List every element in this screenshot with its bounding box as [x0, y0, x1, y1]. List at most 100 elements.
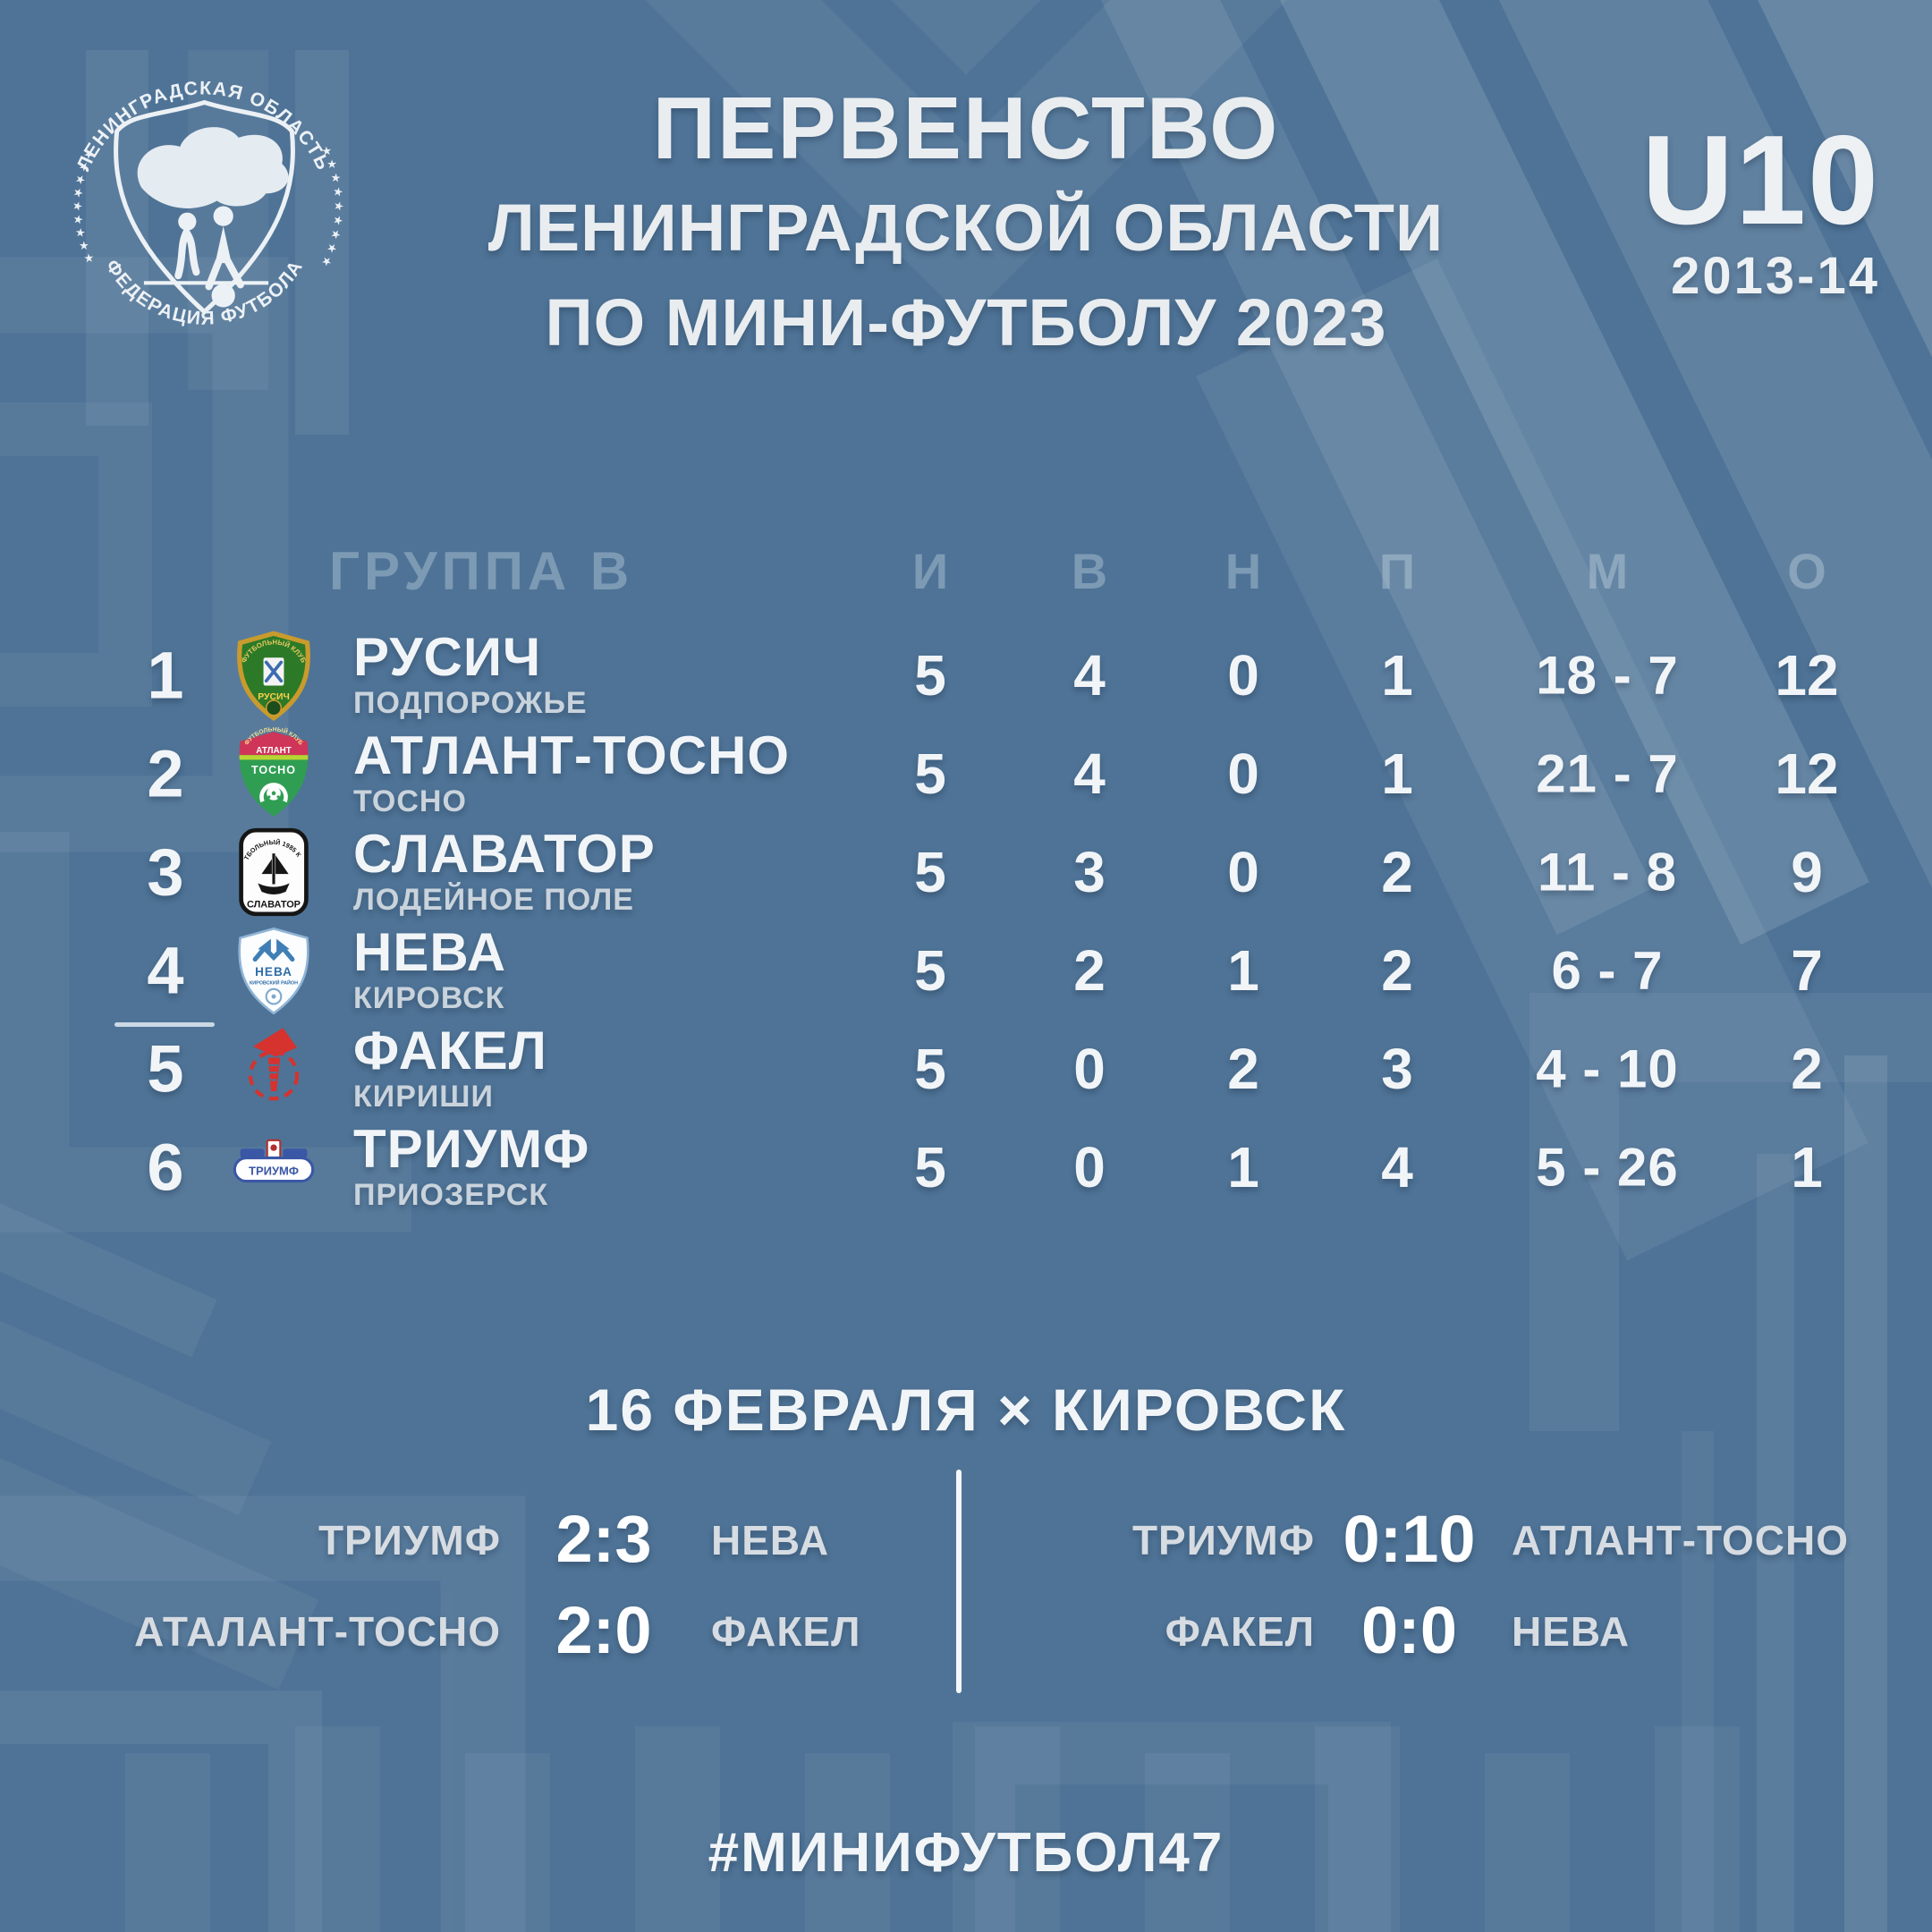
stat-wins: 0: [1073, 1037, 1106, 1101]
slavator-crest-icon: ФУТБОЛЬНЫЙ 1985 КЛУБ СЛАВАТОР: [227, 826, 309, 917]
result-score: 0:10: [1343, 1502, 1476, 1576]
stat-draws: 1: [1227, 938, 1259, 1003]
rusich-crest-icon: ФУТБОЛЬНЫЙ КЛУБ РУСИЧ: [237, 631, 310, 722]
col-header-points: О: [1787, 543, 1826, 599]
stat-points: 2: [1791, 1037, 1823, 1101]
stat-losses: 1: [1381, 741, 1413, 806]
stat-losses: 1: [1381, 643, 1413, 708]
region-map-shape: [137, 127, 289, 208]
stat-wins: 2: [1073, 938, 1106, 1003]
crest-top-label: АТЛАНТ: [256, 746, 292, 756]
team-city: ЛОДЕЙНОЕ ПОЛЕ: [353, 883, 634, 917]
result-home-team: ТРИУМФ: [1131, 1517, 1315, 1563]
result-away-team: НЕВА: [1512, 1608, 1631, 1655]
stat-wins: 3: [1073, 840, 1106, 904]
stat-points: 12: [1775, 741, 1839, 806]
stat-points: 9: [1791, 840, 1823, 904]
col-header-games: И: [911, 543, 949, 599]
crest-label: НЕВА: [255, 965, 292, 979]
stat-goals: 4 - 10: [1536, 1038, 1679, 1099]
stat-points: 12: [1775, 643, 1839, 708]
age-group-block: U10 2013-14: [1451, 114, 1880, 306]
result-away-team: АТЛАНТ-ТОСНО: [1512, 1517, 1849, 1563]
fakel-crest-icon: [248, 1028, 300, 1101]
stat-goals: 11 - 8: [1537, 842, 1678, 902]
neva-crest-icon: НЕВА КИРОВСКИЙ РАЙОН: [238, 927, 309, 1015]
team-city: КИРОВСК: [353, 981, 505, 1015]
badge-shield-emblem: [114, 99, 295, 316]
position-number: 1: [147, 638, 184, 713]
stat-points: 7: [1791, 938, 1823, 1003]
page-title: ПЕРВЕНСТВО ЛЕНИНГРАДСКОЙ ОБЛАСТИ ПО МИНИ…: [340, 75, 1592, 370]
stat-draws: 2: [1227, 1037, 1259, 1101]
result-score: 2:0: [555, 1593, 652, 1667]
federation-badge: ЛЕНИНГРАДСКАЯ ОБЛАСТЬ ФЕДЕРАЦИЯ ФУТБОЛА …: [71, 78, 345, 328]
stat-games: 5: [914, 938, 946, 1003]
team-name: ФАКЕЛ: [353, 1021, 547, 1080]
stat-games: 5: [914, 1037, 946, 1101]
hashtag-label: #МИНИФУТБОЛ47: [708, 1822, 1224, 1884]
table-row: 3 ФУТБОЛЬНЫЙ 1985 КЛУБ СЛАВАТОР СЛАВАТОР…: [0, 823, 1932, 921]
title-line3: ПО МИНИ-ФУТБОЛУ 2023: [545, 285, 1387, 360]
table-row: 5 ФАКЕЛ КИРИШИ 5 0 2 3 4 - 10 2: [0, 1020, 1932, 1118]
stat-draws: 0: [1227, 840, 1259, 904]
table-row: 2 ФУТБОЛЬНЫЙ КЛУБ АТЛАНТ ТОСНО АТЛАНТ: [0, 724, 1932, 823]
result-away-team: НЕВА: [711, 1517, 830, 1563]
result-home-team: АТАЛАНТ-ТОСНО: [134, 1608, 501, 1655]
team-city: ПОДПОРОЖЬЕ: [353, 686, 588, 720]
result-score: 2:3: [555, 1502, 652, 1576]
atlant-tosno-crest-icon: ФУТБОЛЬНЫЙ КЛУБ АТЛАНТ ТОСНО: [239, 727, 309, 817]
crest-label: ТОСНО: [251, 764, 296, 776]
col-header-goals: М: [1586, 543, 1629, 599]
svg-text:ФЕДЕРАЦИЯ ФУТБОЛА: ФЕДЕРАЦИЯ ФУТБОЛА: [101, 256, 307, 328]
results-divider: [956, 1470, 962, 1693]
stat-games: 5: [914, 741, 946, 806]
group-label: ГРУППА В: [329, 541, 634, 601]
stat-losses: 2: [1381, 840, 1413, 904]
position-number: 3: [147, 835, 184, 910]
stat-goals: 18 - 7: [1536, 645, 1679, 706]
stat-wins: 4: [1073, 741, 1106, 806]
result-away-team: ФАКЕЛ: [711, 1608, 861, 1655]
title-line2: ЛЕНИНГРАДСКОЙ ОБЛАСТИ: [487, 191, 1445, 265]
team-city: КИРИШИ: [353, 1080, 494, 1114]
col-header-losses: П: [1378, 543, 1416, 599]
birth-years-label: 2013-14: [1671, 247, 1880, 305]
team-city: ТОСНО: [353, 784, 467, 818]
team-name: ТРИУМФ: [353, 1119, 590, 1179]
stat-losses: 2: [1381, 938, 1413, 1003]
stat-losses: 4: [1381, 1135, 1413, 1199]
table-row: 4 НЕВА КИРОВСКИЙ РАЙОН НЕВА КИРОВСК 5 2 …: [0, 921, 1932, 1020]
col-header-draws: Н: [1224, 543, 1262, 599]
triumf-crest-icon: ТРИУМФ: [233, 1139, 315, 1183]
position-number: 4: [147, 933, 184, 1008]
title-line1: ПЕРВЕНСТВО: [652, 79, 1280, 177]
position-number: 2: [147, 736, 184, 811]
result-score: 0:0: [1361, 1593, 1457, 1667]
stat-goals: 5 - 26: [1536, 1137, 1679, 1198]
stat-games: 5: [914, 1135, 946, 1199]
team-city: ПРИОЗЕРСК: [353, 1178, 549, 1212]
stat-draws: 1: [1227, 1135, 1259, 1199]
result-home-team: ФАКЕЛ: [1165, 1608, 1315, 1655]
position-number: 5: [147, 1031, 184, 1106]
stat-draws: 0: [1227, 643, 1259, 708]
matchday-heading: 16 ФЕВРАЛЯ × КИРОВСК: [585, 1377, 1347, 1443]
stat-draws: 0: [1227, 741, 1259, 806]
crest-sub-label: КИРОВСКИЙ РАЙОН: [250, 979, 298, 987]
standings-header-row: ГРУППА В И В Н П М О: [0, 533, 1932, 614]
crest-label: РУСИЧ: [258, 692, 290, 702]
age-group-label: U10: [1641, 109, 1880, 251]
stat-wins: 4: [1073, 643, 1106, 708]
stat-goals: 21 - 7: [1536, 743, 1679, 804]
crest-label: ТРИУМФ: [249, 1164, 299, 1177]
stat-wins: 0: [1073, 1135, 1106, 1199]
col-header-wins: В: [1071, 543, 1108, 599]
torch-icon: [253, 1028, 297, 1091]
team-name: НЕВА: [353, 922, 507, 982]
crest-label: СЛАВАТОР: [247, 900, 301, 911]
football-icon: [211, 284, 235, 308]
stat-goals: 6 - 7: [1551, 940, 1664, 1001]
